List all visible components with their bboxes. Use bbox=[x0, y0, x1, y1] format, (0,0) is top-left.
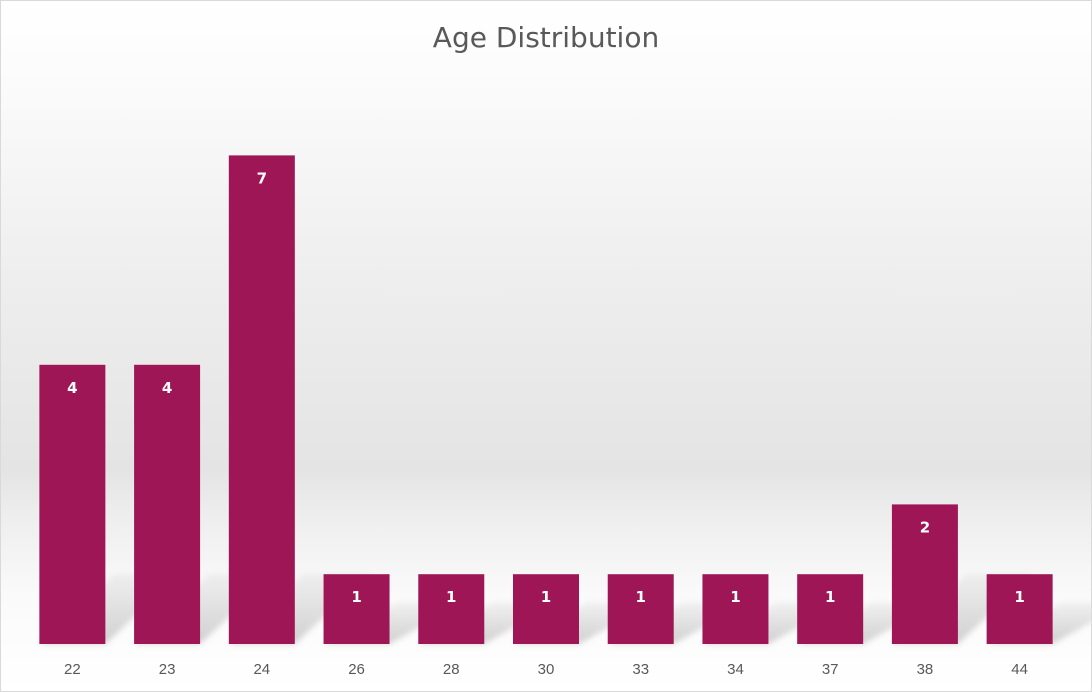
bar-37 bbox=[797, 574, 864, 644]
x-tick-label-44: 44 bbox=[1011, 661, 1028, 678]
data-label-23: 4 bbox=[162, 379, 172, 397]
x-tick-label-28: 28 bbox=[443, 661, 460, 678]
x-tick-label-22: 22 bbox=[64, 661, 81, 678]
data-label-37: 1 bbox=[825, 588, 835, 606]
x-tick-label-24: 24 bbox=[253, 661, 270, 678]
bar-23 bbox=[134, 364, 201, 644]
data-label-33: 1 bbox=[636, 588, 646, 606]
x-tick-label-34: 34 bbox=[727, 661, 744, 678]
bar-44 bbox=[986, 574, 1053, 644]
bar-22 bbox=[39, 364, 106, 644]
data-label-34: 1 bbox=[730, 588, 740, 606]
bar-38 bbox=[891, 504, 958, 644]
data-label-24: 7 bbox=[257, 169, 267, 187]
bar-28 bbox=[418, 574, 485, 644]
x-tick-label-33: 33 bbox=[632, 661, 649, 678]
x-tick-label-37: 37 bbox=[822, 661, 839, 678]
data-label-38: 2 bbox=[920, 518, 930, 536]
data-label-22: 4 bbox=[67, 379, 77, 397]
x-tick-label-23: 23 bbox=[159, 661, 176, 678]
data-label-44: 1 bbox=[1014, 588, 1024, 606]
bar-30 bbox=[513, 574, 579, 644]
bar-26 bbox=[323, 574, 390, 644]
bar-33 bbox=[607, 574, 674, 644]
x-tick-label-26: 26 bbox=[348, 661, 365, 678]
data-label-30: 1 bbox=[541, 588, 551, 606]
bar-24 bbox=[228, 155, 295, 644]
chart-title: Age Distribution bbox=[432, 21, 660, 54]
data-label-28: 1 bbox=[446, 588, 456, 606]
bar-34 bbox=[702, 574, 769, 644]
x-tick-label-38: 38 bbox=[917, 661, 934, 678]
x-tick-label-30: 30 bbox=[538, 661, 555, 678]
data-label-26: 1 bbox=[351, 588, 361, 606]
